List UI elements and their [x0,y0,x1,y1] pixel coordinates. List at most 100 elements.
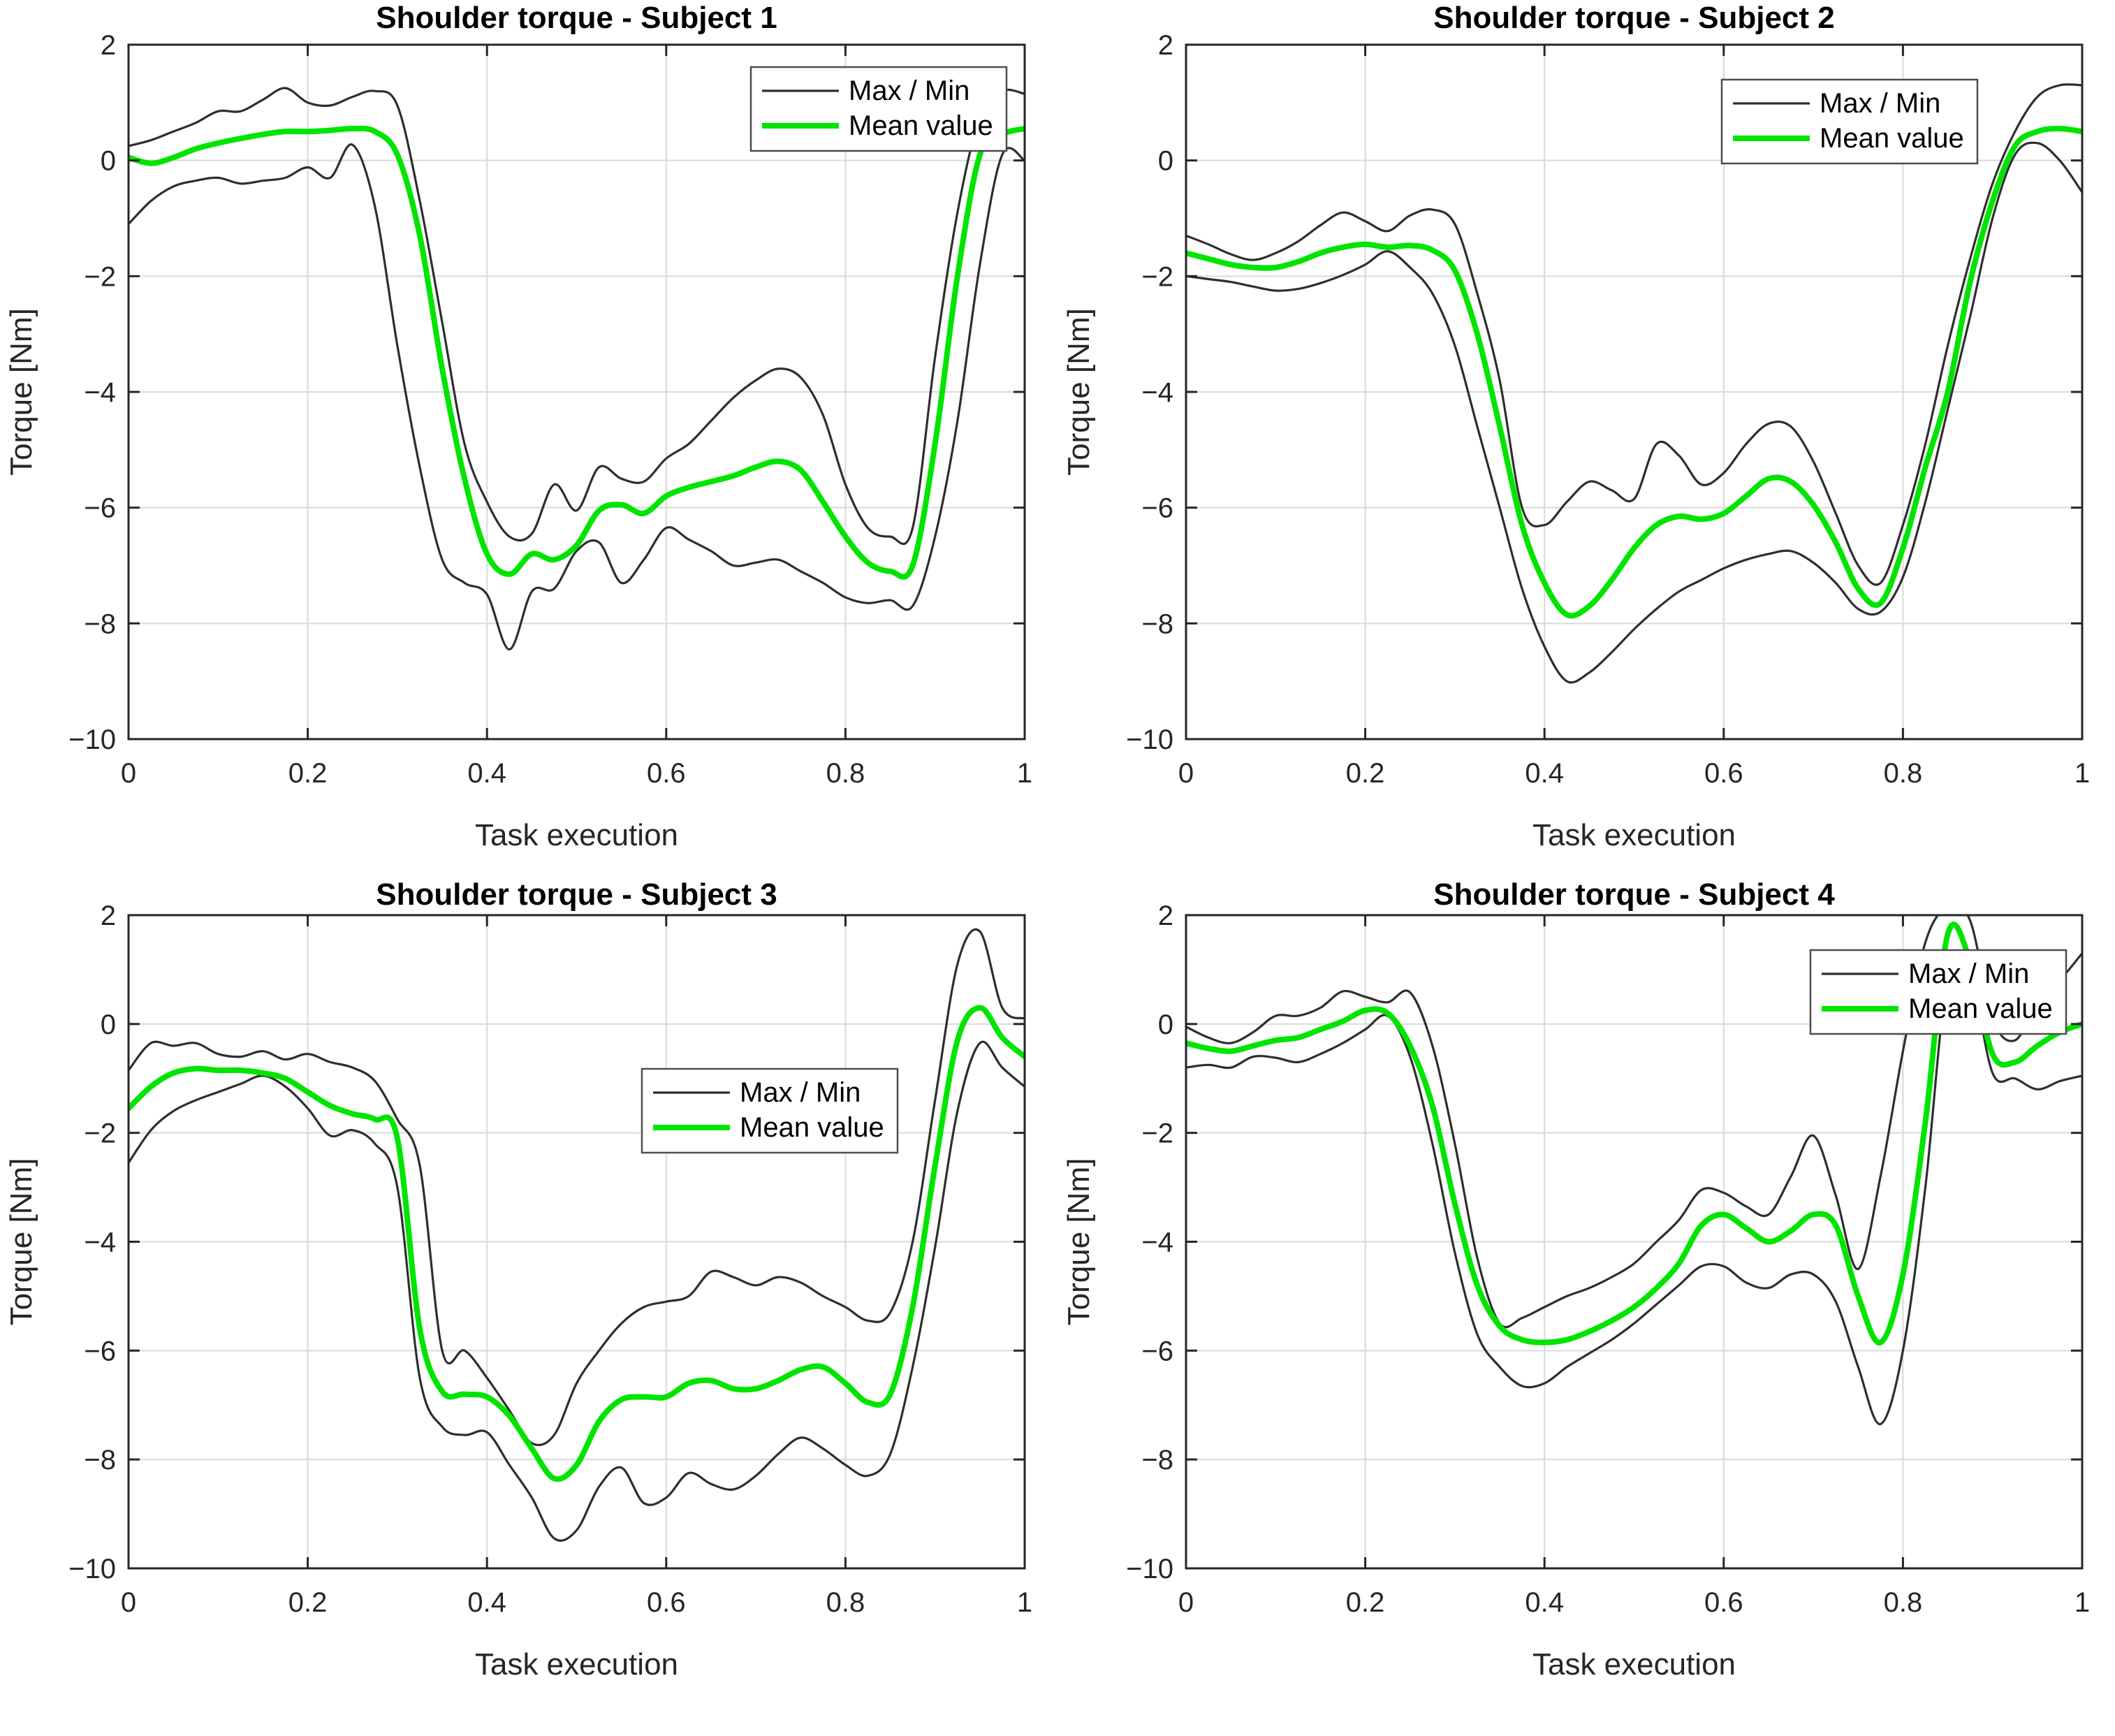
y-axis-label: Torque [Nm] [1062,308,1096,476]
series-min-line [1186,141,2082,684]
series-mean-value-line [1186,126,2082,619]
chart-svg: 0 0.2 0.4 0.6 0.8 1 2 0 −2 −4 −6 −8 −10 Shoulder torq… [1058,0,2115,868]
y-tick-label: 0 [1158,146,1173,177]
y-tick-label: −6 [1141,493,1173,524]
x-tick-label: 0 [1178,1587,1194,1618]
chart-title: Shoulder torque - Subject 4 [1433,877,1835,912]
x-tick-label: 0.8 [826,758,865,789]
legend-box [749,66,1008,152]
legend-entry-label: Mean value [849,110,993,141]
x-tick-label: 1 [1017,1587,1032,1618]
chart-svg: 0 0.2 0.4 0.6 0.8 1 2 0 −2 −4 −6 −8 −10 Shoulder torq… [0,868,1058,1736]
y-tick-label: −2 [84,1118,116,1149]
chart-subject-1: 0 0.2 0.4 0.6 0.8 1 2 0 −2 −4 −6 −8 −10 Shoulder torq… [0,0,1058,868]
y-tick-label: −6 [84,1336,116,1366]
x-tick-label: 0.4 [1525,1587,1564,1618]
x-axis-label: Task execution [475,1647,678,1682]
legend-entry-label: Max / Min [1820,88,1940,119]
y-tick-label: −4 [1141,1227,1173,1258]
series-min-line [129,1040,1025,1542]
series-mean-value-line [129,1005,1025,1482]
legend-box [641,1067,899,1154]
chart-title: Shoulder torque - Subject 2 [1433,1,1835,35]
series-mean-value-line [129,125,1025,580]
y-tick-label: 2 [1158,900,1173,931]
x-axis-label: Task execution [1532,1647,1736,1682]
series-group [129,928,1025,1542]
legend-entry-label: Mean value [740,1112,884,1143]
x-tick-label: 1 [2074,1587,2090,1618]
y-tick-label: −8 [1141,1445,1173,1475]
y-tick-label: −10 [1126,724,1173,755]
y-tick-label: −10 [68,1554,116,1584]
x-tick-label: 0 [121,758,136,789]
x-tick-label: 0.2 [288,1587,328,1618]
legend-box [1720,78,1979,165]
chart-subject-2: 0 0.2 0.4 0.6 0.8 1 2 0 −2 −4 −6 −8 −10 Shoulder torq… [1058,0,2115,868]
legend-entry-label: Max / Min [1908,958,2029,989]
legend-entry-label: Max / Min [849,75,969,106]
x-tick-label: 0.2 [288,758,328,789]
y-tick-label: −10 [1126,1554,1173,1584]
series-max-line [1186,915,2082,1329]
legend: Max / Min Mean value [641,1067,899,1154]
x-tick-label: 1 [1017,758,1032,789]
y-tick-label: −4 [84,377,116,408]
y-axis-label: Torque [Nm] [4,1158,38,1326]
x-tick-label: 0.6 [647,758,686,789]
x-tick-label: 0.8 [1884,1587,1923,1618]
y-tick-label: 0 [101,1009,116,1040]
y-tick-label: −10 [68,724,116,755]
y-tick-label: −4 [1141,377,1173,408]
x-tick-label: 0.2 [1346,1587,1385,1618]
x-tick-label: 0.8 [1884,758,1923,789]
y-tick-label: 2 [101,30,116,61]
x-tick-label: 0.4 [467,758,506,789]
y-tick-label: −2 [1141,261,1173,292]
x-tick-label: 0.8 [826,1587,865,1618]
y-tick-label: −8 [84,608,116,639]
legend: Max / Min Mean value [1720,78,1979,165]
series-max-line [129,87,1025,546]
y-tick-label: −2 [84,261,116,292]
series-min-line [129,143,1025,651]
chart-svg: 0 0.2 0.4 0.6 0.8 1 2 0 −2 −4 −6 −8 −10 Shoulder torq… [0,0,1058,868]
y-tick-label: −6 [1141,1336,1173,1366]
chart-title: Shoulder torque - Subject 1 [376,1,777,35]
legend-entry-label: Max / Min [740,1077,861,1108]
x-tick-label: 1 [2074,758,2090,789]
series-max-line [1186,83,2082,586]
legend: Max / Min Mean value [749,66,1008,152]
legend: Max / Min Mean value [1809,949,2068,1035]
chart-subject-4: 0 0.2 0.4 0.6 0.8 1 2 0 −2 −4 −6 −8 −10 Shoulder torq… [1058,868,2115,1736]
y-tick-label: −8 [84,1445,116,1475]
x-tick-label: 0 [1178,758,1194,789]
y-tick-label: 0 [1158,1009,1173,1040]
y-tick-label: −8 [1141,608,1173,639]
legend-entry-label: Mean value [1820,123,1964,154]
x-axis-label: Task execution [475,818,678,852]
chart-title: Shoulder torque - Subject 3 [376,877,777,912]
y-tick-label: −6 [84,493,116,524]
y-axis-label: Torque [Nm] [4,308,38,476]
x-tick-label: 0 [121,1587,136,1618]
y-tick-label: 0 [101,146,116,177]
y-tick-label: 2 [101,900,116,931]
y-tick-label: −2 [1141,1118,1173,1149]
x-tick-label: 0.4 [467,1587,506,1618]
x-tick-label: 0.4 [1525,758,1564,789]
x-tick-label: 0.6 [647,1587,686,1618]
x-tick-label: 0.6 [1704,758,1743,789]
chart-subject-3: 0 0.2 0.4 0.6 0.8 1 2 0 −2 −4 −6 −8 −10 Shoulder torq… [0,868,1058,1736]
y-tick-label: −4 [84,1227,116,1258]
series-group [129,87,1025,651]
legend-box [1809,949,2068,1035]
legend-entry-label: Mean value [1908,993,2053,1024]
x-axis-label: Task execution [1532,818,1736,852]
x-tick-label: 0.2 [1346,758,1385,789]
series-max-line [129,928,1025,1447]
plot-background [0,868,1058,1736]
y-axis-label: Torque [Nm] [1062,1158,1096,1326]
x-tick-label: 0.6 [1704,1587,1743,1618]
